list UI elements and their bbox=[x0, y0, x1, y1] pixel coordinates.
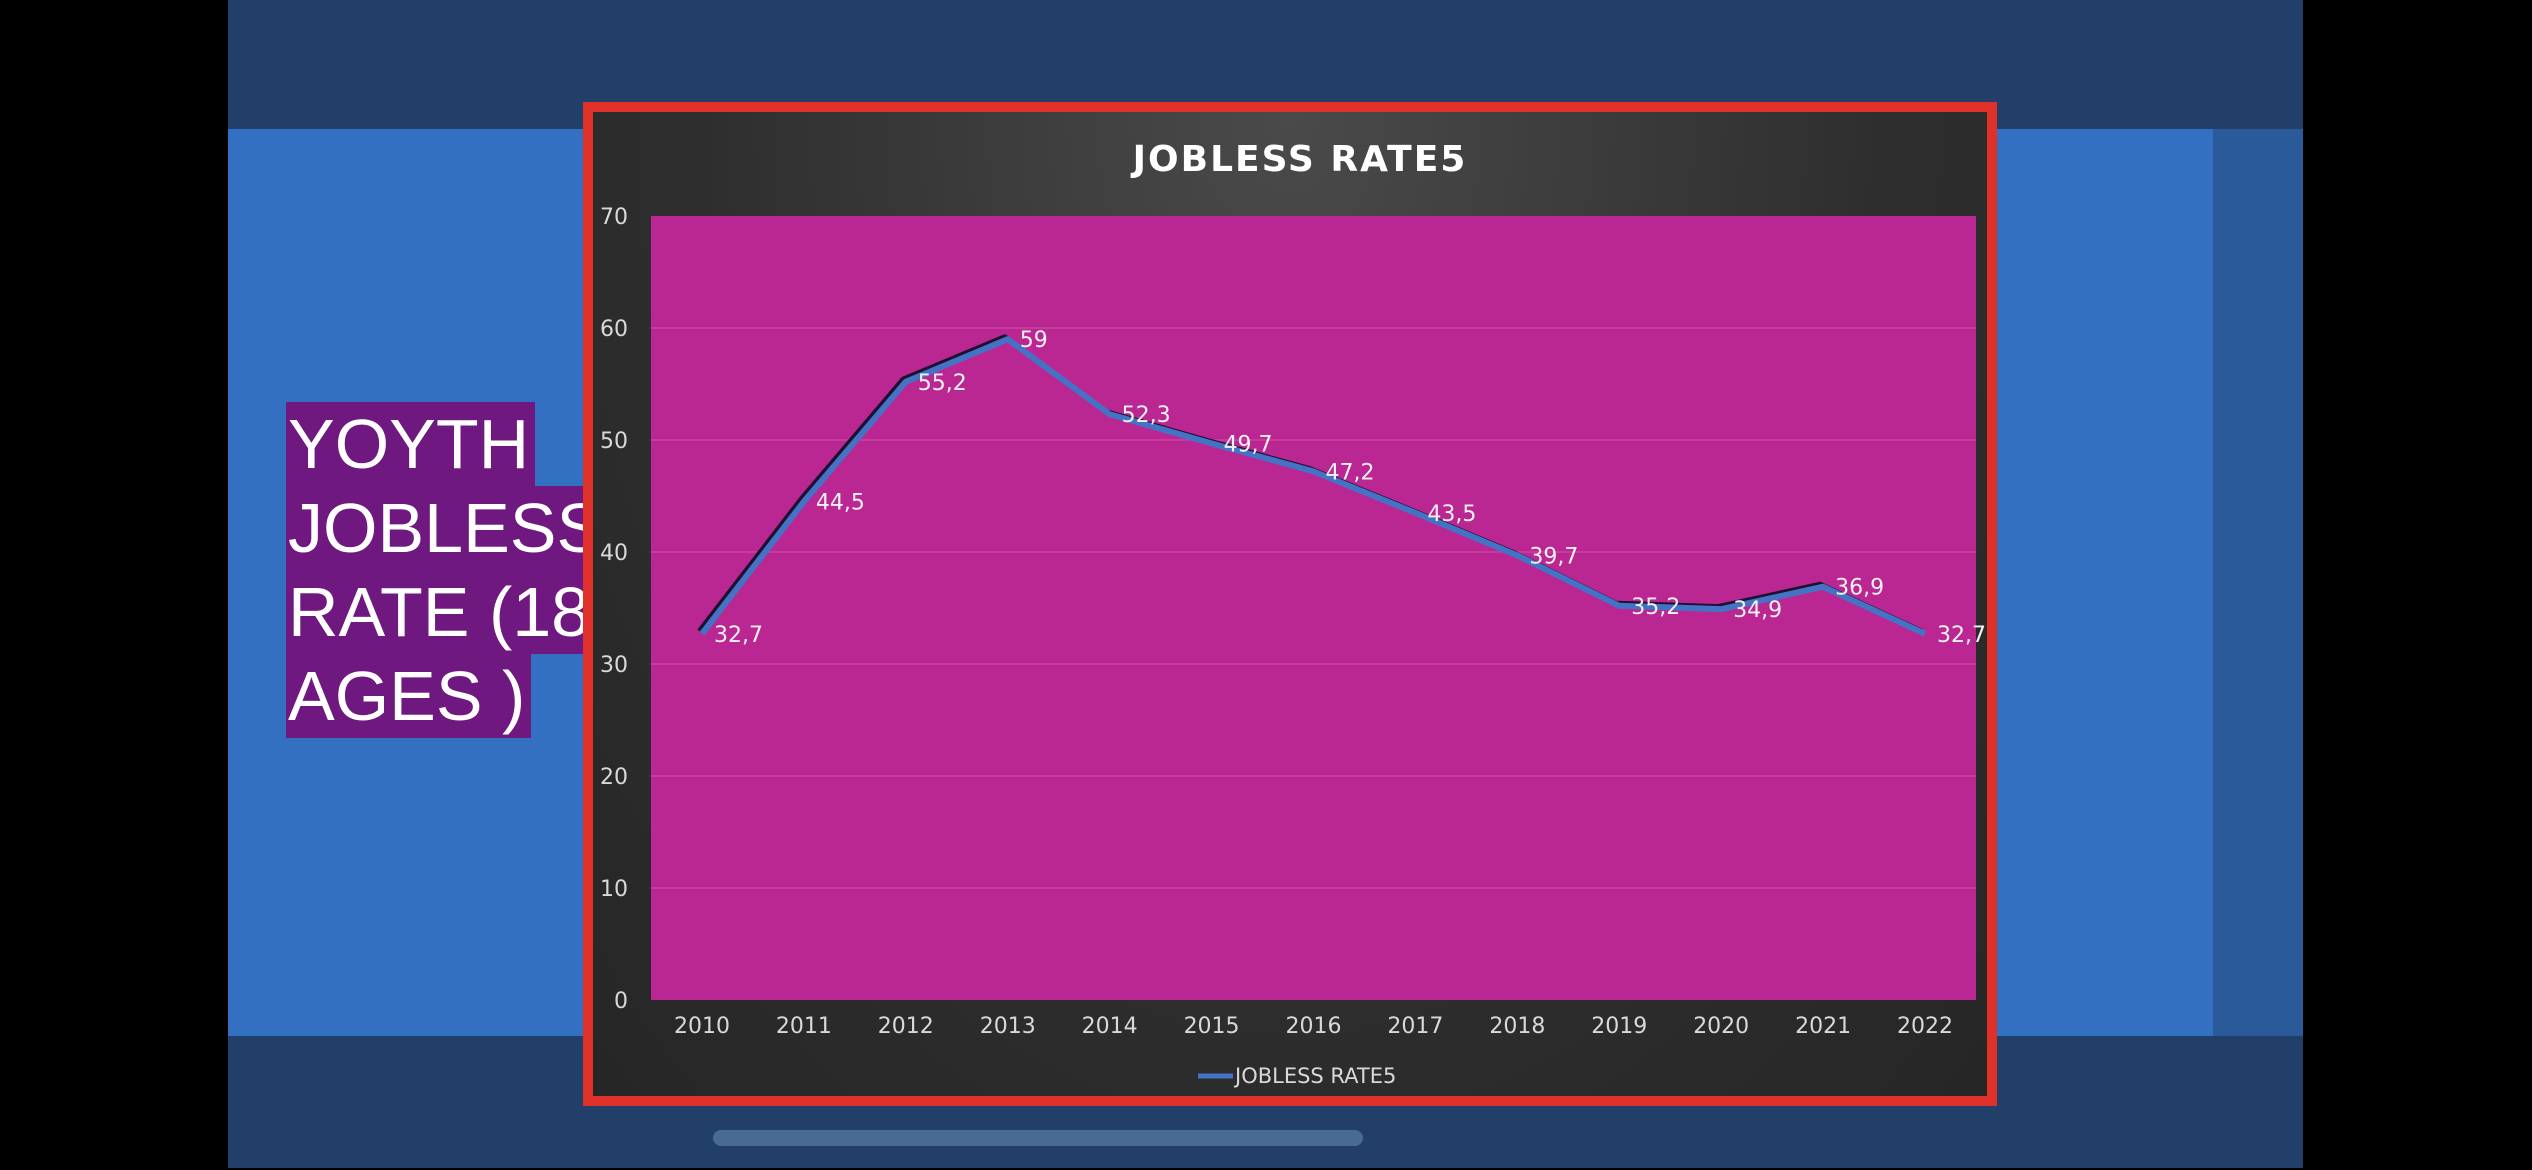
x-tick-label: 2011 bbox=[776, 1014, 832, 1039]
data-labels: 32,7 44,5 55,2 59 52,3 49,7 47,2 43,5 39,7 35,2 34… bbox=[714, 328, 1986, 648]
data-label: 39,7 bbox=[1529, 544, 1578, 569]
y-tick-label: 30 bbox=[600, 653, 628, 678]
slide-title: YOYTH JOBLESS RATE (18-24 AGES ) bbox=[286, 402, 746, 738]
data-label: 43,5 bbox=[1427, 502, 1476, 527]
x-tick-label: 2010 bbox=[674, 1014, 730, 1039]
legend-label: JOBLESS RATE5 bbox=[1233, 1064, 1396, 1088]
data-label: 59 bbox=[1020, 328, 1048, 353]
data-label: 49,7 bbox=[1224, 432, 1273, 457]
data-label: 32,7 bbox=[714, 623, 763, 648]
x-tick-label: 2018 bbox=[1489, 1014, 1545, 1039]
gridlines bbox=[651, 327, 1976, 889]
series-jobless-rate bbox=[697, 334, 1927, 637]
x-tick-label: 2016 bbox=[1286, 1014, 1342, 1039]
y-tick-label: 0 bbox=[614, 989, 628, 1014]
data-label: 55,2 bbox=[918, 371, 967, 396]
data-label: 35,2 bbox=[1631, 595, 1680, 620]
plot-area bbox=[651, 216, 1976, 1000]
data-label: 47,2 bbox=[1326, 460, 1375, 485]
y-axis: 0 10 20 30 40 50 60 70 bbox=[600, 205, 628, 1014]
y-tick-label: 40 bbox=[600, 541, 628, 566]
title-line: JOBLESS bbox=[286, 486, 610, 570]
x-axis: 2010 2011 2012 2013 2014 2015 2016 2017 2018 2019… bbox=[674, 1014, 1953, 1039]
data-label: 34,9 bbox=[1733, 598, 1782, 623]
y-tick-label: 10 bbox=[600, 877, 628, 902]
x-tick-label: 2021 bbox=[1795, 1014, 1851, 1039]
chart-title: JOBLESS RATE5 bbox=[1130, 139, 1468, 180]
x-tick-label: 2017 bbox=[1387, 1014, 1443, 1039]
x-tick-label: 2013 bbox=[980, 1014, 1036, 1039]
data-label: 44,5 bbox=[816, 491, 865, 516]
legend: JOBLESS RATE5 bbox=[1198, 1064, 1396, 1088]
x-tick-label: 2015 bbox=[1184, 1014, 1240, 1039]
chart-frame[interactable]: JOBLESS RATE5 0 10 20 30 40 50 60 70 2010 2011 20… bbox=[583, 102, 1997, 1106]
x-tick-label: 2019 bbox=[1591, 1014, 1647, 1039]
title-line: YOYTH bbox=[286, 402, 536, 486]
x-tick-label: 2012 bbox=[878, 1014, 934, 1039]
data-label: 52,3 bbox=[1122, 403, 1171, 428]
y-tick-label: 70 bbox=[600, 205, 628, 230]
y-tick-label: 20 bbox=[600, 765, 628, 790]
data-label: 32,7 bbox=[1937, 623, 1986, 648]
x-tick-label: 2014 bbox=[1082, 1014, 1138, 1039]
data-label: 36,9 bbox=[1835, 576, 1884, 601]
x-tick-label: 2022 bbox=[1897, 1014, 1953, 1039]
title-line: AGES ) bbox=[286, 654, 532, 738]
blue-band-right bbox=[2213, 129, 2303, 1036]
y-tick-label: 60 bbox=[600, 317, 628, 342]
x-tick-label: 2020 bbox=[1693, 1014, 1749, 1039]
horizontal-scrollbar[interactable] bbox=[713, 1130, 1363, 1146]
y-tick-label: 50 bbox=[600, 429, 628, 454]
